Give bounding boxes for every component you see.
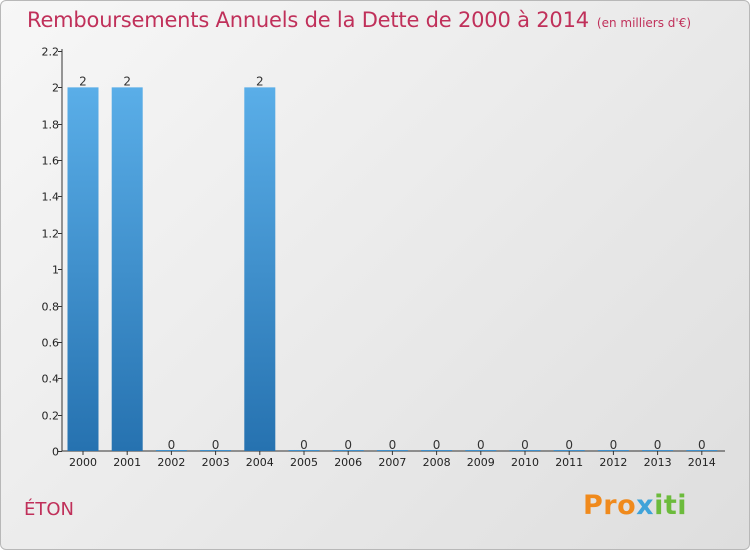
data-label-2008: 0 (433, 438, 441, 452)
data-label-2013: 0 (654, 438, 662, 452)
bar-2011 (553, 450, 585, 451)
bar-2008 (421, 450, 453, 451)
x-tick-label-2004: 2004 (246, 456, 274, 469)
x-tick-label-2003: 2003 (202, 456, 230, 469)
data-label-2003: 0 (212, 438, 220, 452)
data-label-2004: 2 (256, 74, 264, 88)
x-tick-label-2014: 2014 (688, 456, 716, 469)
x-tick-label-2006: 2006 (334, 456, 362, 469)
y-tick-label: 1.4 (42, 191, 60, 204)
bar-2004 (244, 87, 276, 451)
logo-part-2: x (636, 490, 655, 521)
y-tick-label: 0.8 (42, 301, 60, 314)
proxiti-logo: Proxiti (583, 490, 687, 521)
y-tick-label: 2.2 (42, 46, 60, 59)
bar-2014 (686, 450, 718, 451)
bars-group (67, 87, 718, 451)
logo-part-1: Pro (583, 490, 637, 521)
chart-title: Remboursements Annuels de la Dette de 20… (27, 8, 691, 32)
y-tick-label: 0 (52, 446, 59, 459)
x-tick-label-2000: 2000 (69, 456, 97, 469)
bar-2006 (332, 450, 364, 451)
y-tick-label: 0.2 (42, 410, 60, 423)
y-tick-label: 0.4 (42, 373, 60, 386)
y-tick-label: 1.8 (42, 119, 60, 132)
data-label-2005: 0 (300, 438, 308, 452)
commune-name: ÉTON (24, 499, 75, 520)
bar-2009 (465, 450, 497, 451)
bar-2002 (155, 450, 187, 451)
data-label-2011: 0 (565, 438, 573, 452)
data-label-2012: 0 (610, 438, 618, 452)
y-tick-label: 1.6 (42, 155, 60, 168)
x-tick-label-2011: 2011 (555, 456, 583, 469)
bar-2001 (111, 87, 143, 451)
bar-2013 (642, 450, 674, 451)
data-label-2000: 2 (79, 74, 87, 88)
bar-2012 (597, 450, 629, 451)
y-tick-label: 1.2 (42, 228, 60, 241)
x-tick-label-2013: 2013 (644, 456, 672, 469)
x-tick-label-2005: 2005 (290, 456, 318, 469)
x-tick-label-2002: 2002 (157, 456, 185, 469)
x-tick-label-2009: 2009 (467, 456, 495, 469)
y-tick-label: 2 (52, 82, 59, 95)
data-label-2007: 0 (389, 438, 397, 452)
x-tick-label-2012: 2012 (599, 456, 627, 469)
data-label-2002: 0 (168, 438, 176, 452)
data-label-2001: 2 (123, 74, 131, 88)
x-tick-label-2010: 2010 (511, 456, 539, 469)
x-tick-label-2001: 2001 (113, 456, 141, 469)
data-label-2010: 0 (521, 438, 529, 452)
bar-2003 (200, 450, 232, 451)
bar-2000 (67, 87, 99, 451)
chart-title-text: Remboursements Annuels de la Dette de 20… (27, 8, 589, 32)
x-tick-label-2008: 2008 (423, 456, 451, 469)
bar-2007 (376, 450, 408, 451)
y-tick-label: 1 (52, 264, 59, 277)
chart-subtitle: (en milliers d'€) (596, 16, 692, 30)
bar-2005 (288, 450, 320, 451)
data-label-2009: 0 (477, 438, 485, 452)
data-label-2014: 0 (698, 438, 706, 452)
bar-2010 (509, 450, 541, 451)
value-labels-group: 2 2 0 0 2 0 0 0 0 0 0 0 0 0 0 (79, 74, 705, 452)
data-label-2006: 0 (344, 438, 352, 452)
logo-part-3: iti (654, 490, 687, 521)
x-tick-label-2007: 2007 (378, 456, 406, 469)
y-tick-label: 0.6 (42, 337, 60, 350)
